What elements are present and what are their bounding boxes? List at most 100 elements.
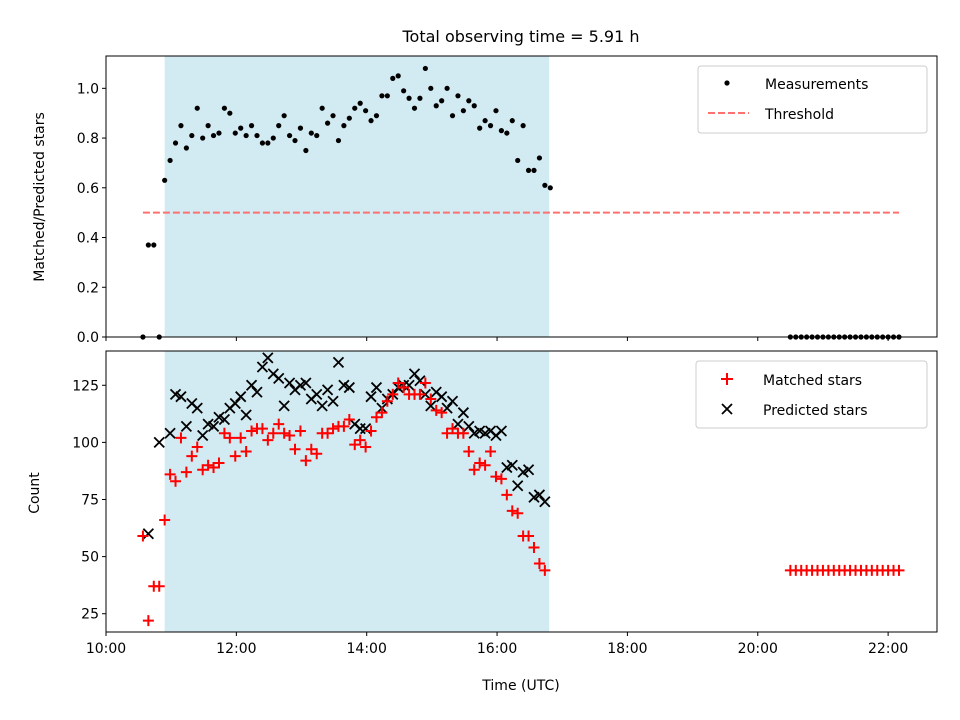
measurement-point [330, 113, 336, 119]
measurement-point [493, 108, 499, 114]
predicted-star-point [316, 400, 328, 412]
matched-star-point [262, 434, 274, 446]
measurement-point [314, 132, 320, 139]
matched-star-point [289, 443, 301, 455]
bottom-panel: 25 50 75 100 125 10:00 12:00 14:00 16:00 18:00 20… [27, 350, 938, 694]
predicted-star-point [506, 459, 518, 471]
matched-star-point [159, 514, 171, 526]
matched-star-point [175, 432, 187, 444]
matched-star-point [338, 420, 350, 432]
matched-star-point [343, 414, 355, 426]
matched-star-point [479, 459, 491, 471]
measurement-point [162, 177, 168, 183]
matched-star-point [327, 423, 339, 435]
matched-star-point [425, 393, 437, 405]
measurement-point [248, 123, 255, 129]
matched-star-point [354, 434, 366, 446]
measurement-point [254, 132, 260, 139]
matched-star-point [376, 407, 388, 419]
top-legend-box [697, 65, 928, 134]
predicted-star-point [425, 400, 437, 412]
predicted-star-point [164, 427, 176, 439]
predicted-star-point [457, 407, 470, 419]
measurement-point [411, 105, 418, 111]
measurement-point [205, 123, 211, 129]
measurement-point [379, 93, 385, 99]
measurement-point [384, 93, 390, 99]
measurement-point [509, 118, 515, 124]
measurement-point [276, 123, 282, 129]
predicted-star-point [283, 377, 296, 389]
x-tick-label: 20:00 [738, 641, 778, 657]
x-tick-label: 10:00 [86, 641, 126, 657]
y-tick-label: 125 [72, 378, 99, 394]
matched-star-point [485, 446, 497, 458]
legend-matched-label: Matched stars [763, 373, 862, 389]
measurement-point [227, 110, 233, 116]
predicted-star-point [452, 418, 464, 430]
top-panel: 0.0 0.2 0.4 0.6 0.8 1.0 Matched/Predicted sta… [32, 55, 938, 346]
top-y-axis-label: Matched/Predicted stars [32, 112, 48, 282]
matched-star-point [419, 377, 431, 389]
predicted-star-point [235, 391, 247, 403]
measurement-point [520, 123, 526, 129]
measurement-point [286, 132, 293, 139]
predicted-star-point [245, 379, 258, 391]
measurement-point [536, 155, 543, 161]
measurement-point [259, 140, 266, 146]
measurement-point [200, 135, 206, 141]
predicted-star-point [436, 391, 448, 403]
legend-measurements-label: Measurements [765, 77, 868, 93]
bottom-shaded-region [164, 351, 550, 632]
matched-star-point [256, 423, 268, 435]
legend-predicted-swatch [721, 403, 733, 415]
matched-star-point [202, 459, 214, 471]
predicted-star-point [403, 379, 415, 391]
measurement-point [482, 118, 488, 124]
matched-star-point [267, 427, 279, 439]
measurement-point [335, 137, 342, 144]
measurement-point [281, 113, 287, 119]
predicted-star-point [343, 381, 355, 394]
measurement-point [466, 98, 472, 104]
measurement-point [373, 113, 380, 119]
bottom-legend: Matched stars Predicted stars [695, 360, 928, 429]
matched-star-point [137, 530, 149, 542]
predicted-star-point [441, 402, 453, 414]
matched-star-point [533, 557, 545, 569]
matched-star-point [501, 489, 513, 501]
predicted-star-point [359, 423, 372, 435]
measurement-point [221, 105, 228, 111]
measurement-point [265, 140, 271, 146]
top-shaded-region [164, 56, 550, 337]
measurement-point [401, 88, 407, 94]
predicted-star-point [522, 464, 535, 476]
matched-star-point [430, 404, 442, 416]
predicted-star-point [262, 352, 274, 364]
matched-star-point [191, 441, 203, 453]
matched-star-point [463, 446, 475, 458]
predicted-star-point [332, 356, 345, 369]
measurement-point [395, 73, 401, 79]
measurement-point [341, 123, 347, 129]
matched-star-point [512, 507, 524, 519]
measurement-point [504, 130, 510, 136]
predicted-star-point [311, 388, 323, 401]
top-legend: Measurements Threshold [697, 65, 928, 134]
matched-star-point [278, 427, 290, 439]
measurement-point [547, 185, 553, 191]
measurement-point [515, 157, 521, 164]
matched-star-point [381, 395, 393, 407]
y-tick-label: 0.8 [77, 131, 99, 147]
measurement-point [498, 128, 505, 134]
matched-star-point [523, 530, 535, 542]
legend-measurements-swatch [724, 80, 730, 86]
matched-star-point [224, 432, 236, 444]
x-tick-label: 22:00 [868, 641, 908, 657]
measurement-point [477, 125, 483, 131]
matched-star-point [495, 473, 507, 485]
measurement-point [390, 75, 396, 81]
predicted-star-point [273, 372, 285, 385]
predicted-star-point [446, 395, 459, 407]
